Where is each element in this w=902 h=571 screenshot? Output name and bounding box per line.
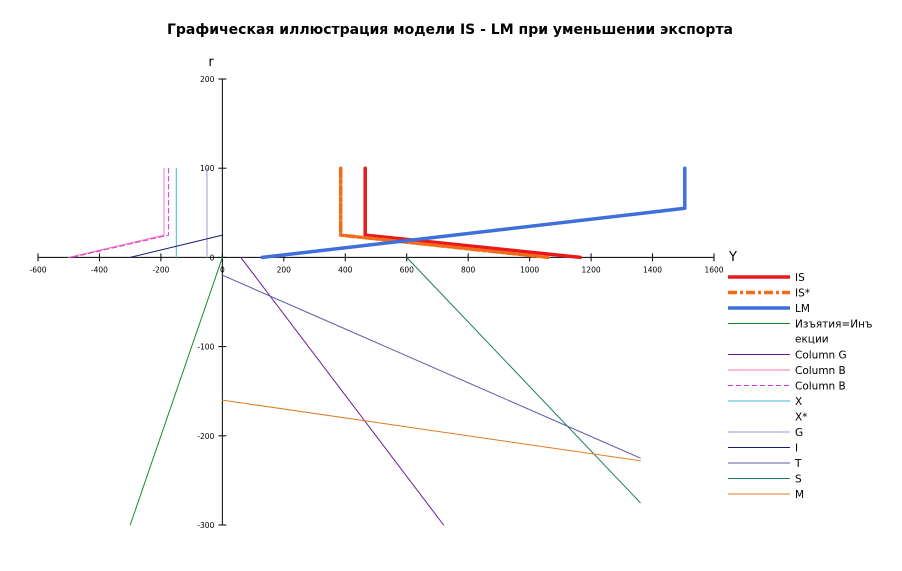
- series-layer: [68, 166, 687, 526]
- x-tick-label: 1200: [582, 265, 601, 274]
- chart-title: Графическая иллюстрация модели IS - LM п…: [167, 22, 733, 38]
- y-tick-label: 0: [210, 253, 215, 262]
- x-tick-label: 1400: [643, 265, 662, 274]
- x-tick-label: 200: [277, 265, 292, 274]
- legend-label-11: T: [794, 458, 802, 470]
- series-line-13: [221, 399, 641, 462]
- y-tick-label: 200: [200, 75, 215, 84]
- x-tick-label: -600: [29, 265, 46, 274]
- legend-label-9: G: [795, 427, 803, 439]
- y-tick-label: -200: [197, 432, 214, 441]
- y-tick-label: -300: [197, 521, 214, 530]
- legend-label-3: екции: [795, 334, 829, 346]
- x-tick-label: 1600: [704, 265, 723, 274]
- series-line-0: [363, 166, 583, 260]
- series-line-5: [68, 167, 165, 258]
- series-line-12: [406, 256, 641, 504]
- legend-label-7: X: [795, 396, 802, 408]
- legend-label-3: Изъятия=Инъ: [795, 319, 872, 331]
- legend-label-5: Column B: [795, 365, 846, 377]
- legend-label-8: X*: [795, 412, 807, 424]
- x-tick-label: 1000: [520, 265, 539, 274]
- series-line-2: [260, 166, 687, 260]
- x-tick-label: 800: [461, 265, 476, 274]
- legend-label-0: IS: [795, 272, 805, 284]
- legend-label-10: I: [795, 443, 798, 455]
- x-tick-label: 400: [338, 265, 353, 274]
- x-tick-label: -200: [152, 265, 169, 274]
- x-tick-label: 0: [220, 265, 225, 274]
- y-tick-label: -100: [197, 343, 214, 352]
- legend-label-6: Column B: [795, 381, 846, 393]
- x-tick-label: 600: [400, 265, 415, 274]
- axes: -600 -400 -200 0 200 400 600 800 1000 1200 1400 160…: [29, 75, 723, 530]
- legend-label-4: Column G: [795, 350, 847, 362]
- legend-label-13: M: [795, 489, 804, 501]
- y-axis-label: r: [208, 55, 214, 70]
- series-line-11: [221, 274, 641, 459]
- series-line-1: [338, 166, 550, 260]
- series-line-10: [129, 234, 223, 258]
- series-line-3: [129, 256, 223, 526]
- series-line-4: [240, 256, 445, 526]
- series-line-6: [71, 167, 170, 258]
- legend-label-12: S: [795, 474, 802, 486]
- x-tick-label: -400: [91, 265, 108, 274]
- x-axis-label: Y: [728, 250, 737, 265]
- legend-label-1: IS*: [795, 288, 810, 300]
- legend-label-2: LM: [795, 303, 810, 315]
